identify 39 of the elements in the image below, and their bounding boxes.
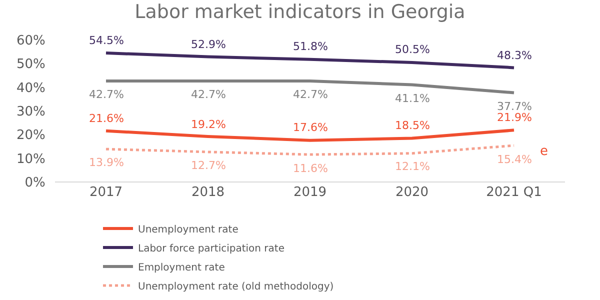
data-label: 51.8%: [293, 40, 328, 53]
data-label: 13.9%: [89, 156, 124, 169]
y-tick-label: 40%: [16, 80, 46, 96]
data-label: 21.9%: [497, 111, 532, 124]
data-label: 42.7%: [293, 88, 328, 101]
x-tick-label: 2021 Q1: [486, 185, 542, 200]
y-tick-label: 60%: [16, 34, 46, 49]
data-label: 42.7%: [191, 88, 226, 101]
data-label: 37.7%: [497, 100, 532, 113]
data-label: 50.5%: [395, 43, 430, 56]
y-tick-label: 20%: [16, 128, 46, 144]
data-label: 54.5%: [89, 34, 124, 47]
x-tick-label: 2020: [395, 185, 429, 200]
legend-label: Unemployment rate (old methodology): [138, 281, 334, 292]
data-label: 52.9%: [191, 38, 226, 51]
chart-title: Labor market indicators in Georgia: [134, 0, 466, 23]
annotation: e: [540, 144, 548, 159]
x-tick-label: 2017: [89, 185, 123, 200]
y-tick-label: 0%: [24, 176, 46, 191]
data-label: 18.5%: [395, 119, 430, 132]
data-label: 17.6%: [293, 121, 328, 134]
data-label: 48.3%: [497, 49, 532, 62]
data-label: 12.7%: [191, 159, 226, 172]
legend-label: Employment rate: [138, 262, 225, 274]
y-tick-label: 30%: [16, 104, 46, 120]
y-tick-label: 50%: [16, 57, 46, 72]
data-label: 19.2%: [191, 118, 226, 131]
y-tick-label: 10%: [16, 152, 46, 167]
data-label: 11.6%: [293, 162, 328, 175]
data-label: 41.1%: [395, 92, 430, 105]
data-label: 15.4%: [497, 153, 532, 166]
line-series: [104, 144, 516, 156]
x-tick-label: 2019: [293, 185, 327, 200]
data-label: 12.1%: [395, 160, 430, 173]
legend-label: Labor force participation rate: [138, 243, 284, 254]
data-label: 21.6%: [89, 112, 124, 125]
x-tick-label: 2018: [191, 185, 225, 200]
data-label: 42.7%: [89, 88, 124, 101]
legend-label: Unemployment rate: [138, 224, 238, 236]
